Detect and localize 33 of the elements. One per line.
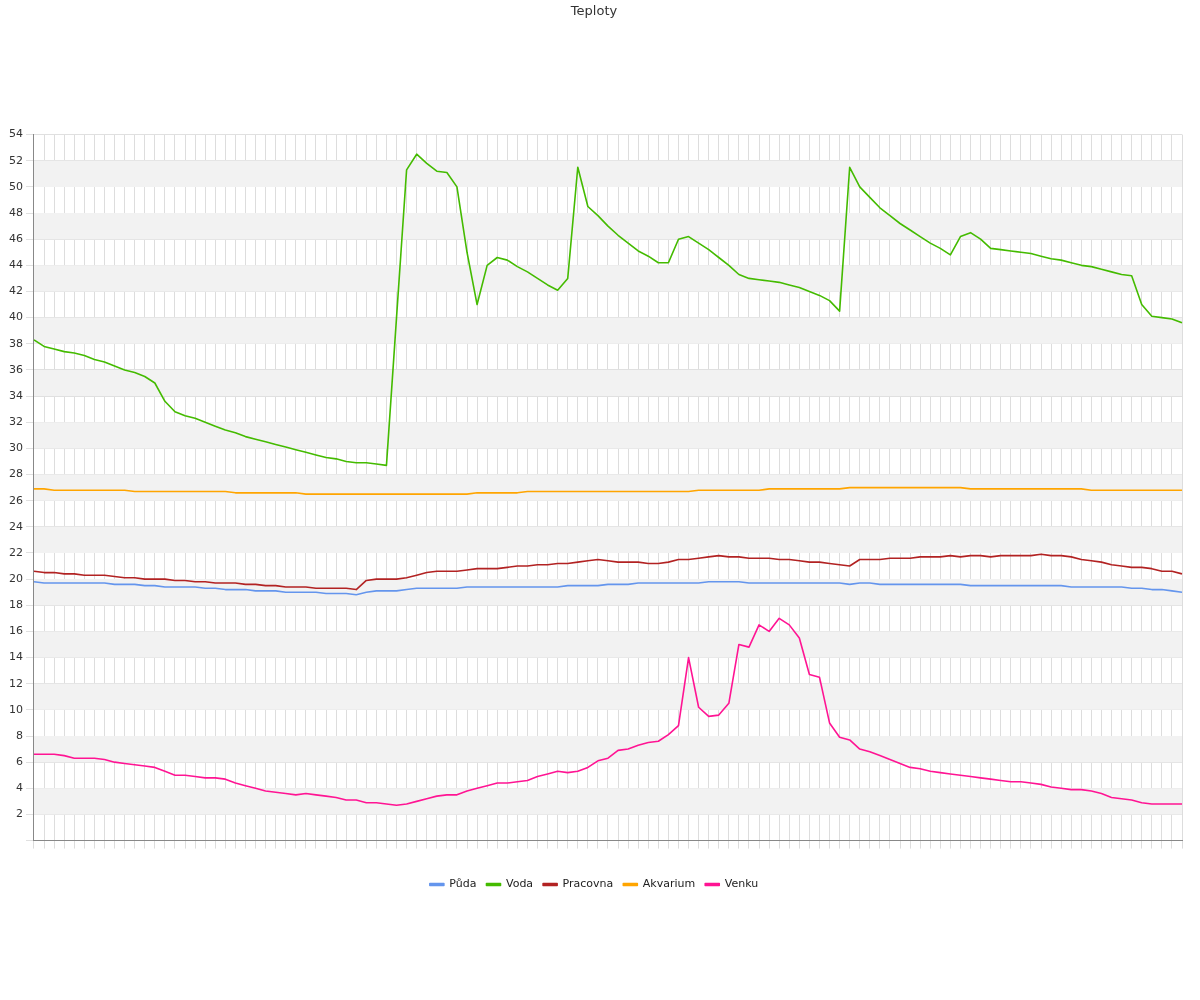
y-tick-label: 30 bbox=[9, 441, 23, 455]
y-tick-label: 50 bbox=[9, 179, 23, 193]
y-tick-label: 52 bbox=[9, 153, 23, 167]
y-tick-label: 24 bbox=[9, 519, 23, 533]
y-tick-label: 54 bbox=[9, 127, 23, 141]
chart-title: Teploty bbox=[569, 3, 618, 19]
y-tick-label: 38 bbox=[9, 336, 23, 350]
y-tick-label: 34 bbox=[9, 388, 23, 402]
y-tick-label: 40 bbox=[9, 310, 23, 324]
y-tick-label: 36 bbox=[9, 362, 23, 376]
y-tick-label: 28 bbox=[9, 467, 23, 481]
y-tick-label: 22 bbox=[9, 545, 23, 559]
y-tick-label: 6 bbox=[16, 755, 23, 769]
y-tick-label: 42 bbox=[9, 284, 23, 298]
y-tick-label: 10 bbox=[9, 702, 23, 716]
legend-label: Voda bbox=[505, 877, 534, 891]
y-tick-label: 12 bbox=[9, 676, 23, 690]
y-tick-label: 46 bbox=[9, 232, 23, 246]
y-tick-label: 16 bbox=[9, 624, 23, 638]
y-tick-label: 8 bbox=[16, 728, 23, 742]
y-tick-label: 48 bbox=[9, 205, 23, 219]
y-tick-label: 32 bbox=[9, 415, 23, 429]
y-tick-label: 44 bbox=[9, 258, 23, 272]
y-tick-label: 4 bbox=[16, 781, 23, 795]
legend-label: Pracovna bbox=[562, 877, 614, 891]
legend-label: Půda bbox=[449, 877, 477, 891]
legend-label: Venku bbox=[724, 877, 759, 891]
legend-label: Akvarium bbox=[642, 877, 696, 891]
y-tick-label: 20 bbox=[9, 571, 23, 585]
y-tick-label: 18 bbox=[9, 598, 23, 612]
y-tick-label: 14 bbox=[9, 650, 23, 664]
y-tick-label: 2 bbox=[16, 807, 23, 821]
y-tick-label: 26 bbox=[9, 493, 23, 507]
